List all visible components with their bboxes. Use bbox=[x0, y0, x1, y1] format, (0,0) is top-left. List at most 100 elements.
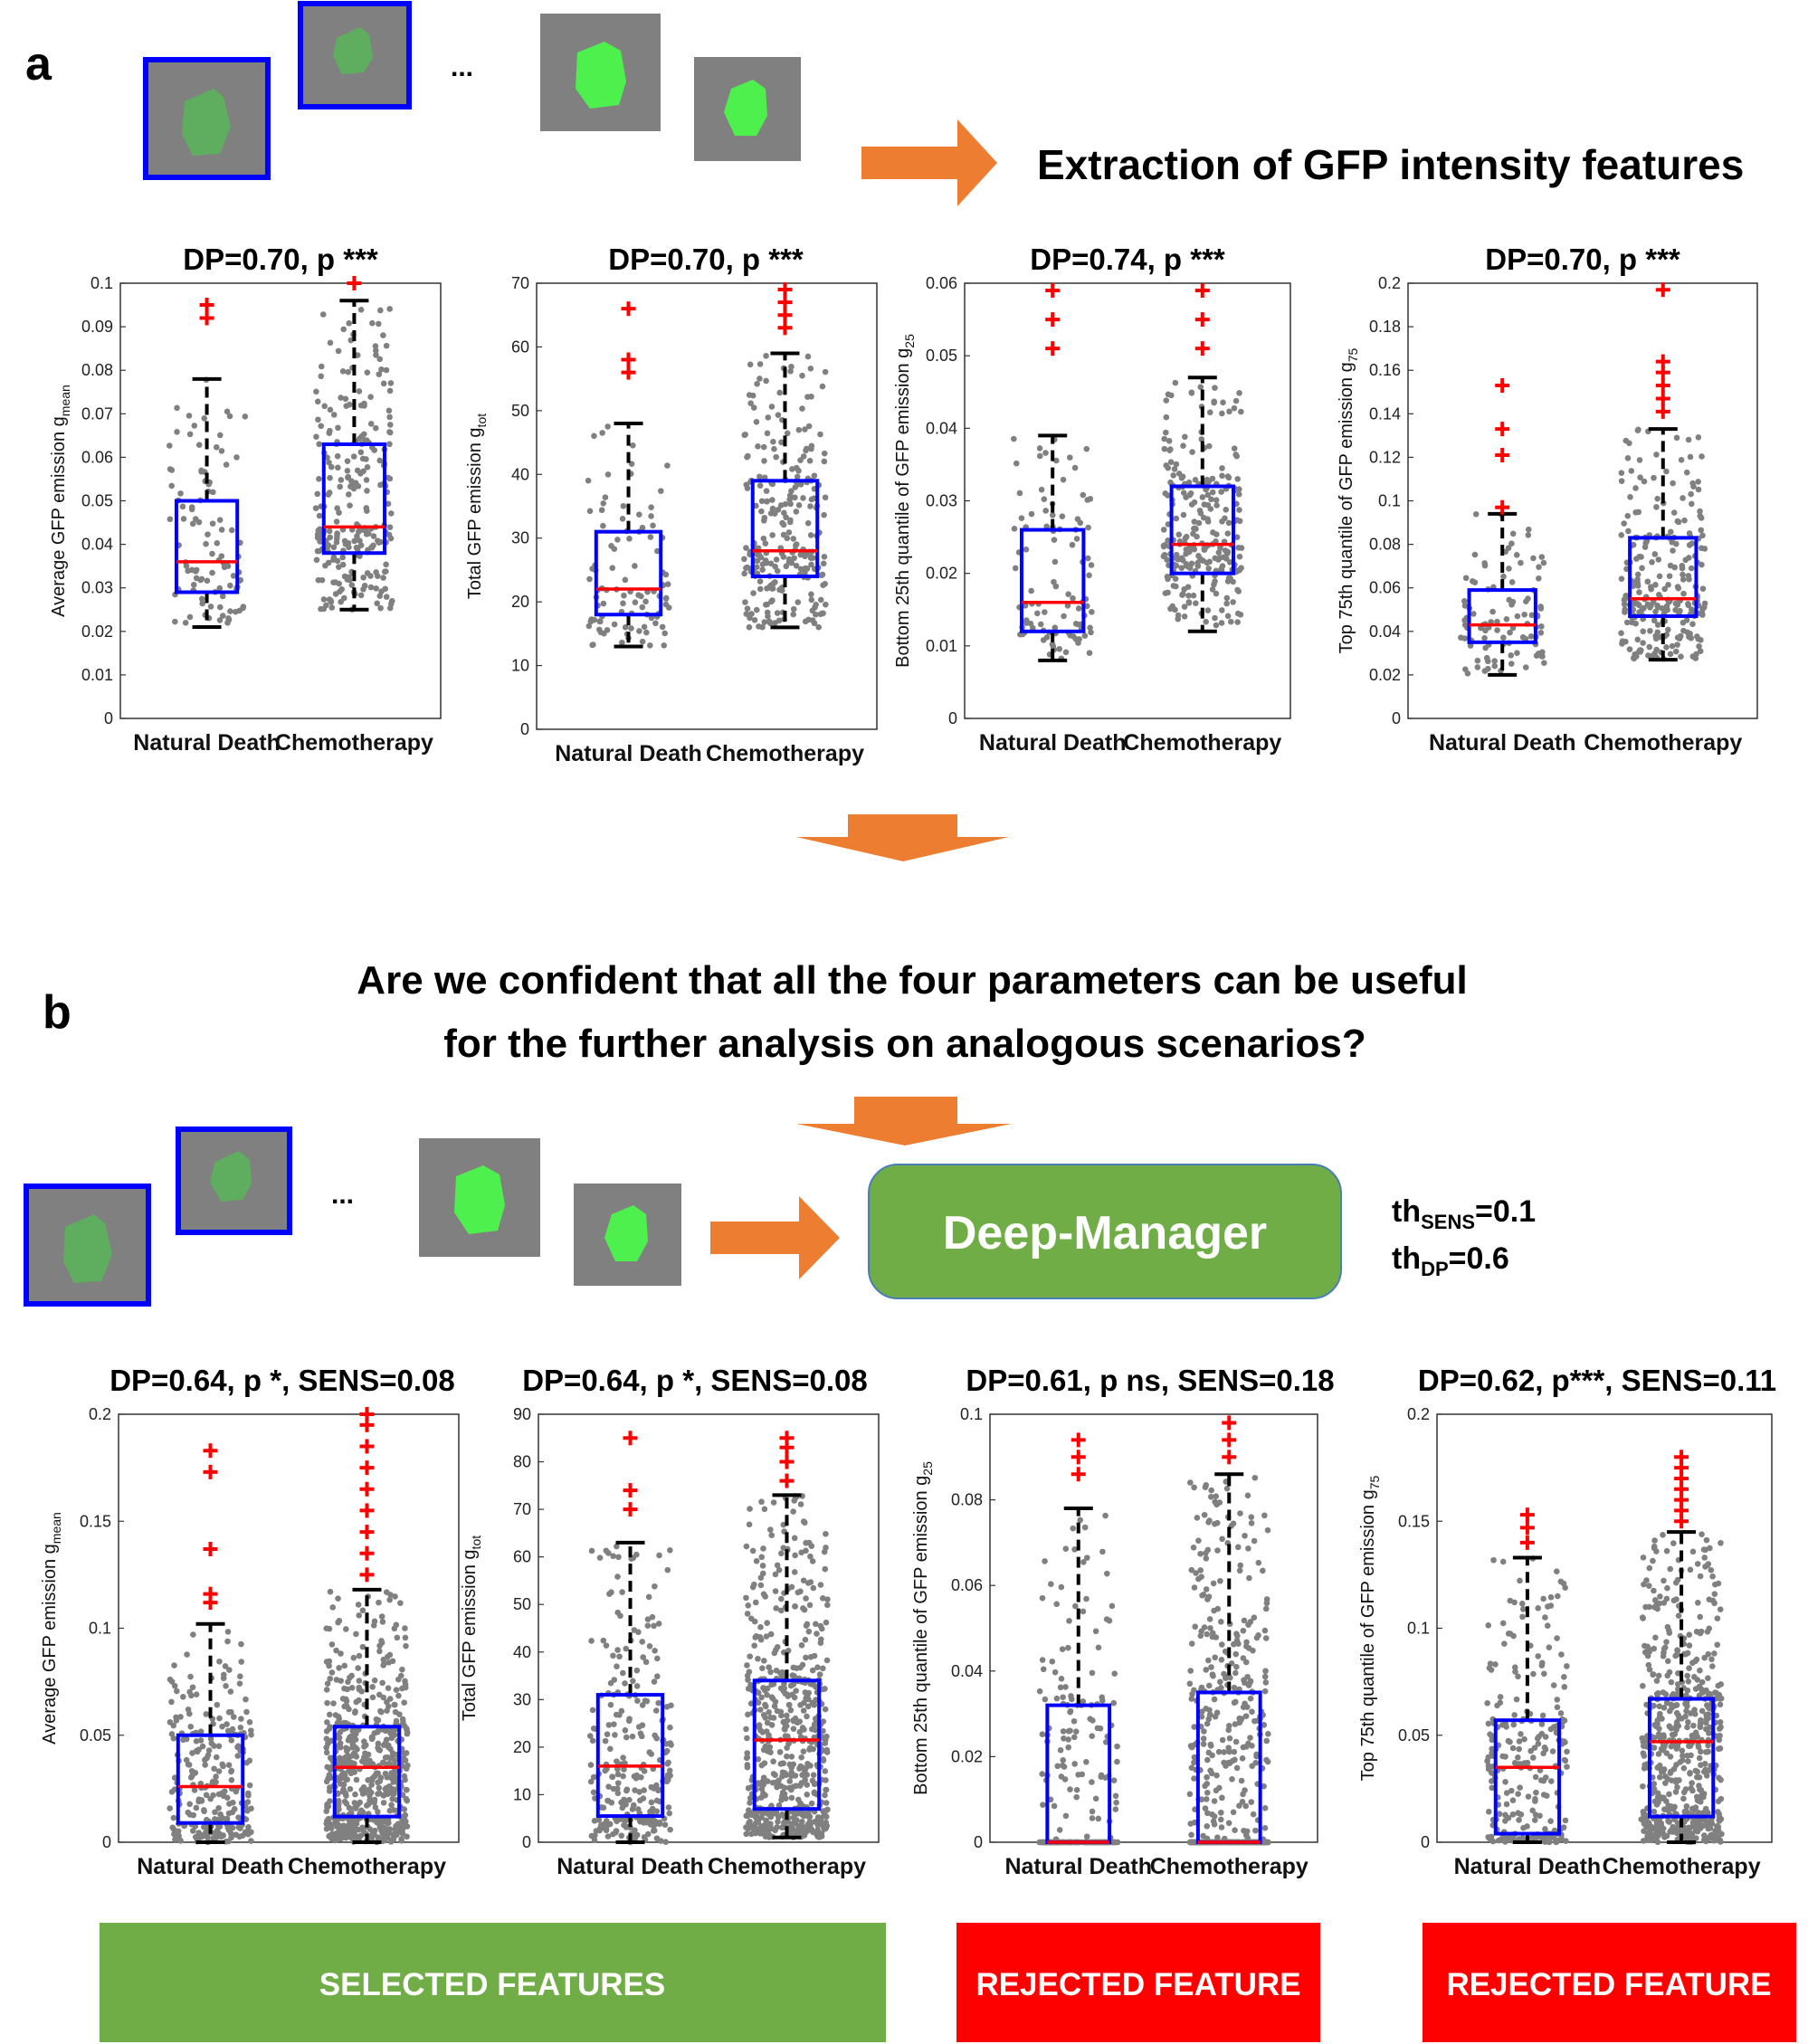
data-point bbox=[1038, 486, 1045, 493]
x-category-label: Natural Death bbox=[133, 730, 281, 756]
data-point bbox=[772, 1571, 779, 1578]
data-point bbox=[1226, 408, 1232, 415]
data-point bbox=[370, 533, 377, 539]
data-point bbox=[321, 403, 328, 410]
data-point bbox=[759, 566, 766, 573]
data-point bbox=[764, 430, 771, 437]
data-point bbox=[344, 1832, 351, 1839]
data-point bbox=[764, 498, 771, 505]
data-point bbox=[335, 1595, 341, 1602]
data-point bbox=[389, 1790, 395, 1797]
data-point bbox=[589, 1707, 596, 1714]
data-point bbox=[1187, 490, 1194, 497]
data-point bbox=[248, 1829, 254, 1836]
data-point bbox=[770, 1499, 777, 1506]
data-point bbox=[1685, 436, 1692, 443]
data-point bbox=[354, 533, 360, 539]
data-point bbox=[338, 1650, 344, 1657]
y-axis-label-text: Total GFP emission g bbox=[460, 1549, 480, 1721]
data-point bbox=[382, 1754, 389, 1761]
data-point bbox=[215, 1791, 223, 1798]
data-point bbox=[1462, 666, 1469, 672]
data-point bbox=[1491, 662, 1499, 670]
y-axis-label: Top 75th quantile of GFP emission g75 bbox=[1358, 1475, 1382, 1781]
data-point bbox=[1212, 555, 1219, 562]
y-axis-label-sub: mean bbox=[58, 385, 72, 416]
y-axis-label-text: Total GFP emission g bbox=[465, 427, 485, 599]
data-point bbox=[747, 400, 754, 407]
data-point bbox=[1181, 604, 1188, 610]
data-point bbox=[333, 518, 340, 525]
data-point bbox=[324, 454, 330, 461]
data-point bbox=[374, 573, 381, 580]
data-point bbox=[652, 1647, 658, 1654]
data-point bbox=[244, 1790, 252, 1797]
data-point bbox=[315, 528, 322, 534]
data-point bbox=[1651, 617, 1658, 624]
data-point bbox=[1236, 507, 1242, 513]
data-point bbox=[1639, 1614, 1646, 1621]
y-tick-label: 0.08 bbox=[951, 1491, 983, 1509]
data-point bbox=[644, 1616, 652, 1622]
data-point bbox=[590, 1789, 597, 1796]
data-point bbox=[189, 520, 196, 528]
data-point bbox=[1218, 1619, 1224, 1625]
data-point bbox=[744, 1672, 751, 1679]
data-point bbox=[1703, 1773, 1710, 1779]
data-point bbox=[359, 1643, 366, 1650]
data-point bbox=[1555, 1592, 1561, 1600]
data-point bbox=[1064, 603, 1071, 609]
data-point bbox=[642, 1659, 650, 1666]
data-point bbox=[658, 1838, 664, 1844]
data-point bbox=[401, 1773, 408, 1780]
data-point bbox=[603, 1642, 610, 1649]
data-point bbox=[1667, 651, 1674, 658]
data-point bbox=[600, 600, 607, 607]
y-tick-label: 0.06 bbox=[1369, 579, 1401, 597]
data-point bbox=[743, 545, 749, 551]
data-point bbox=[621, 1798, 628, 1805]
data-point bbox=[1645, 1661, 1652, 1668]
data-point bbox=[226, 1667, 233, 1673]
data-point bbox=[347, 1810, 355, 1817]
data-point bbox=[1536, 564, 1542, 571]
data-point bbox=[1669, 642, 1676, 650]
data-point bbox=[1500, 573, 1507, 580]
data-point bbox=[364, 464, 371, 471]
data-point bbox=[787, 1682, 795, 1689]
data-point bbox=[744, 1750, 751, 1756]
data-point bbox=[1680, 619, 1687, 626]
data-point bbox=[652, 1583, 658, 1590]
data-point bbox=[1089, 609, 1095, 615]
data-point bbox=[1205, 1657, 1212, 1664]
data-point bbox=[1075, 1772, 1081, 1778]
data-point bbox=[360, 585, 366, 593]
data-point bbox=[1069, 541, 1076, 548]
data-point bbox=[330, 556, 337, 563]
data-point bbox=[1651, 1597, 1659, 1603]
data-point bbox=[814, 1664, 821, 1670]
data-point bbox=[1661, 585, 1668, 593]
data-point bbox=[607, 1679, 614, 1687]
data-point bbox=[804, 1792, 811, 1798]
data-point bbox=[336, 580, 343, 587]
data-point bbox=[803, 1765, 809, 1772]
data-point bbox=[1530, 1670, 1537, 1678]
data-point bbox=[586, 575, 593, 583]
data-point bbox=[1099, 1697, 1106, 1704]
data-point bbox=[1676, 635, 1683, 642]
data-point bbox=[391, 1770, 397, 1776]
data-point bbox=[1201, 1728, 1207, 1735]
data-point bbox=[1180, 490, 1187, 496]
data-point bbox=[1072, 621, 1080, 627]
x-category-label: Chemotherapy bbox=[288, 1854, 446, 1879]
th-dp-sub: DP bbox=[1421, 1258, 1449, 1280]
data-point bbox=[1670, 547, 1676, 554]
data-point bbox=[773, 556, 780, 563]
data-point bbox=[808, 596, 815, 604]
data-point bbox=[752, 1599, 759, 1606]
y-axis-label: Bottom 25th quantile of GFP emission g25 bbox=[911, 1461, 935, 1795]
data-point bbox=[402, 1681, 409, 1687]
data-point bbox=[316, 441, 323, 448]
data-point bbox=[1705, 1675, 1711, 1682]
